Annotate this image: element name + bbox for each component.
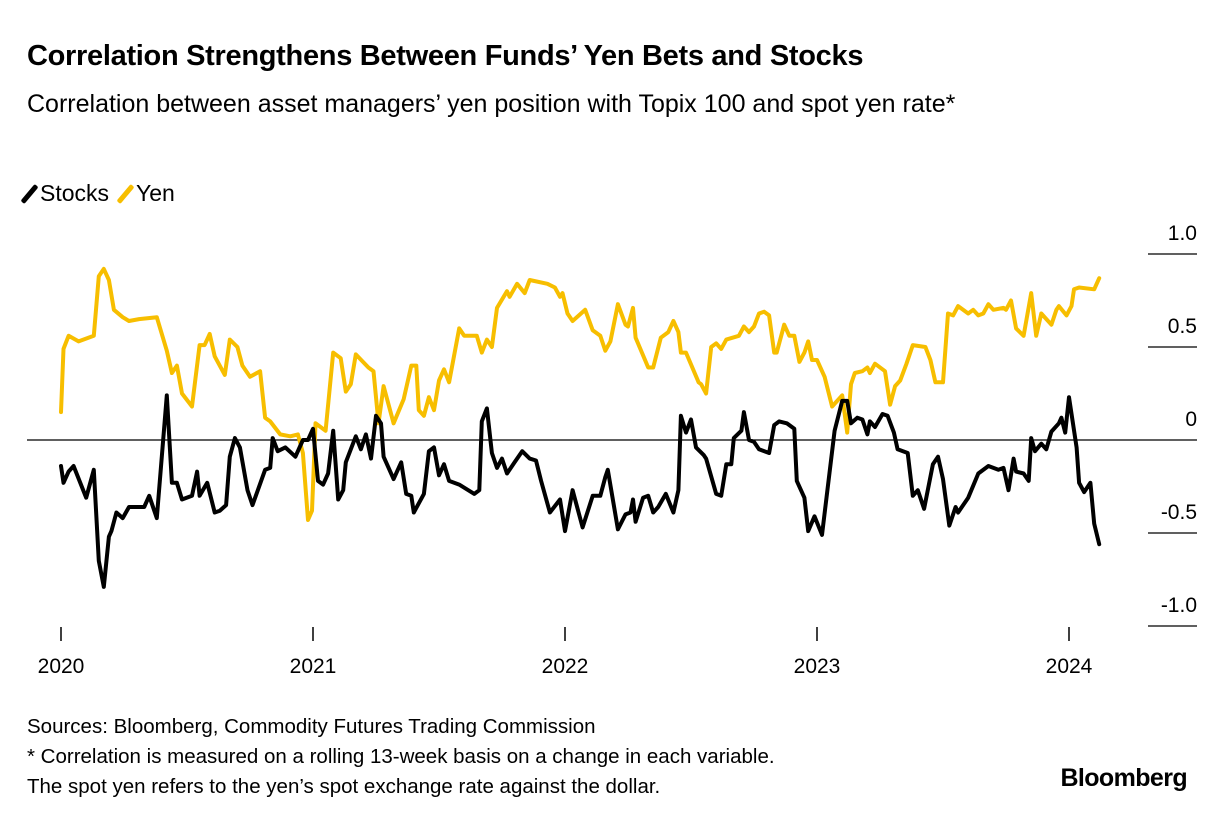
footnote-1: * Correlation is measured on a rolling 1… — [27, 745, 775, 768]
legend-item-stocks: Stocks — [20, 180, 110, 207]
series-line-stocks — [59, 393, 1102, 589]
x-tick-label: 2023 — [794, 655, 841, 678]
legend: Stocks Yen — [20, 180, 175, 207]
x-tick-label: 2022 — [542, 655, 589, 678]
y-tick-label: 1.0 — [1168, 222, 1197, 245]
y-tick-label: -1.0 — [1161, 594, 1197, 617]
legend-item-yen: Yen — [116, 180, 175, 207]
chart-title: Correlation Strengthens Between Funds’ Y… — [27, 40, 864, 72]
sources-note: Sources: Bloomberg, Commodity Futures Tr… — [27, 715, 596, 738]
y-tick-label: 0.5 — [1168, 315, 1197, 338]
legend-label-yen: Yen — [136, 180, 175, 206]
y-tick-label: -0.5 — [1161, 501, 1197, 524]
legend-label-stocks: Stocks — [40, 180, 110, 206]
footnotes: Sources: Bloomberg, Commodity Futures Tr… — [27, 712, 775, 802]
series-line-yen — [59, 266, 1102, 522]
chart-subtitle: Correlation between asset managers’ yen … — [27, 90, 956, 118]
x-tick-label: 2024 — [1046, 655, 1093, 678]
x-tick-label: 2020 — [38, 655, 85, 678]
bloomberg-logo: Bloomberg — [1060, 764, 1187, 792]
footnote-2: The spot yen refers to the yen’s spot ex… — [27, 775, 661, 798]
x-tick-label: 2021 — [290, 655, 337, 678]
y-tick-label: 0 — [1185, 408, 1197, 431]
